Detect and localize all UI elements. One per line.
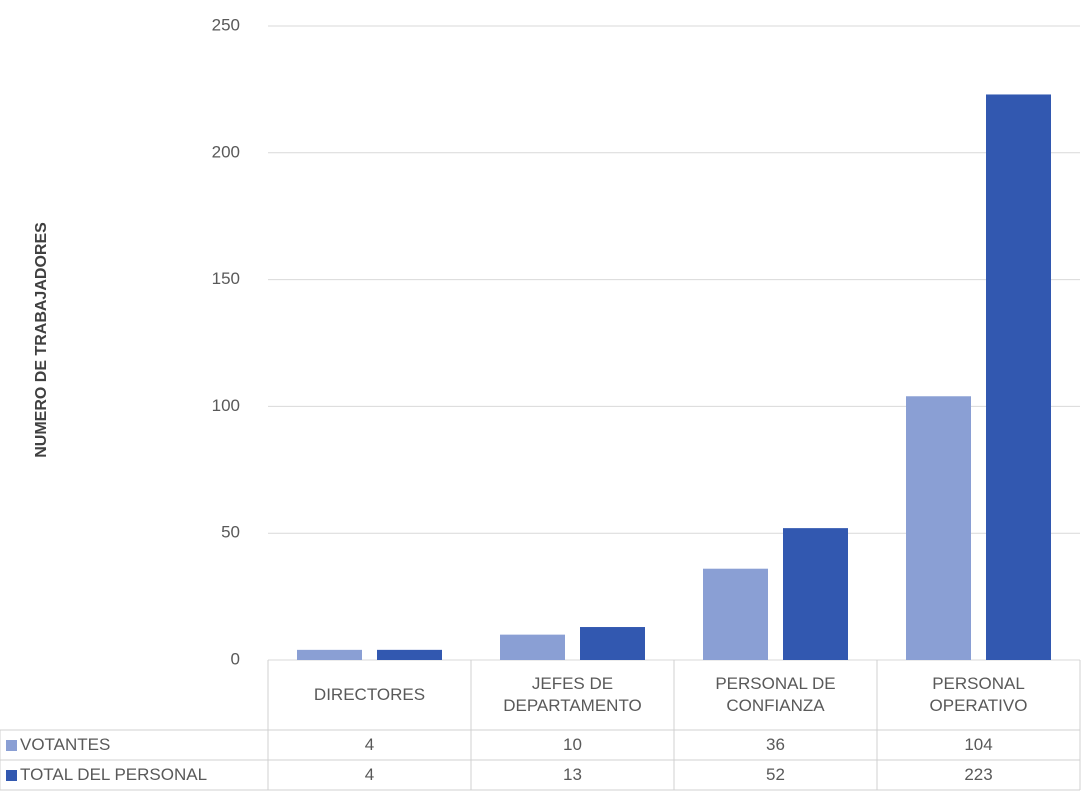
y-tick-label: 150 (212, 269, 240, 288)
bar (377, 649, 442, 660)
bar (297, 649, 362, 660)
table-value: 104 (964, 735, 993, 754)
y-tick-label: 50 (221, 523, 240, 542)
legend-entry: VOTANTES (0, 730, 268, 760)
table-value: 223 (964, 765, 993, 784)
legend-label: TOTAL DEL PERSONAL (20, 765, 208, 784)
bar (986, 94, 1051, 661)
category-label: PERSONAL OPERATIVO (929, 674, 1028, 715)
table-value: 52 (766, 765, 785, 784)
y-tick-label: 200 (212, 142, 240, 161)
legend-swatch (6, 769, 17, 781)
bar (580, 627, 645, 660)
category-label: PERSONAL DE CONFIANZA (715, 674, 836, 715)
table-value: 13 (563, 765, 582, 784)
y-axis-title: NUMERO DE TRABAJADORES (33, 222, 50, 458)
table-value: 10 (563, 735, 582, 754)
legend-entry: TOTAL DEL PERSONAL (0, 760, 268, 790)
bar (500, 634, 565, 660)
category-label: DIRECTORES (313, 685, 426, 704)
table-value: 36 (766, 735, 785, 754)
category-label: JEFES DE DEPARTAMENTO (503, 674, 642, 715)
legend-label: VOTANTES (20, 735, 111, 754)
bar (906, 396, 971, 660)
y-tick-label: 100 (212, 396, 240, 415)
table-value: 4 (364, 735, 375, 754)
bar (703, 568, 768, 660)
y-tick-label: 250 (212, 15, 240, 34)
table-value: 4 (364, 765, 375, 784)
bar (783, 528, 848, 660)
legend-swatch (6, 739, 17, 751)
y-tick-label: 0 (231, 649, 240, 668)
